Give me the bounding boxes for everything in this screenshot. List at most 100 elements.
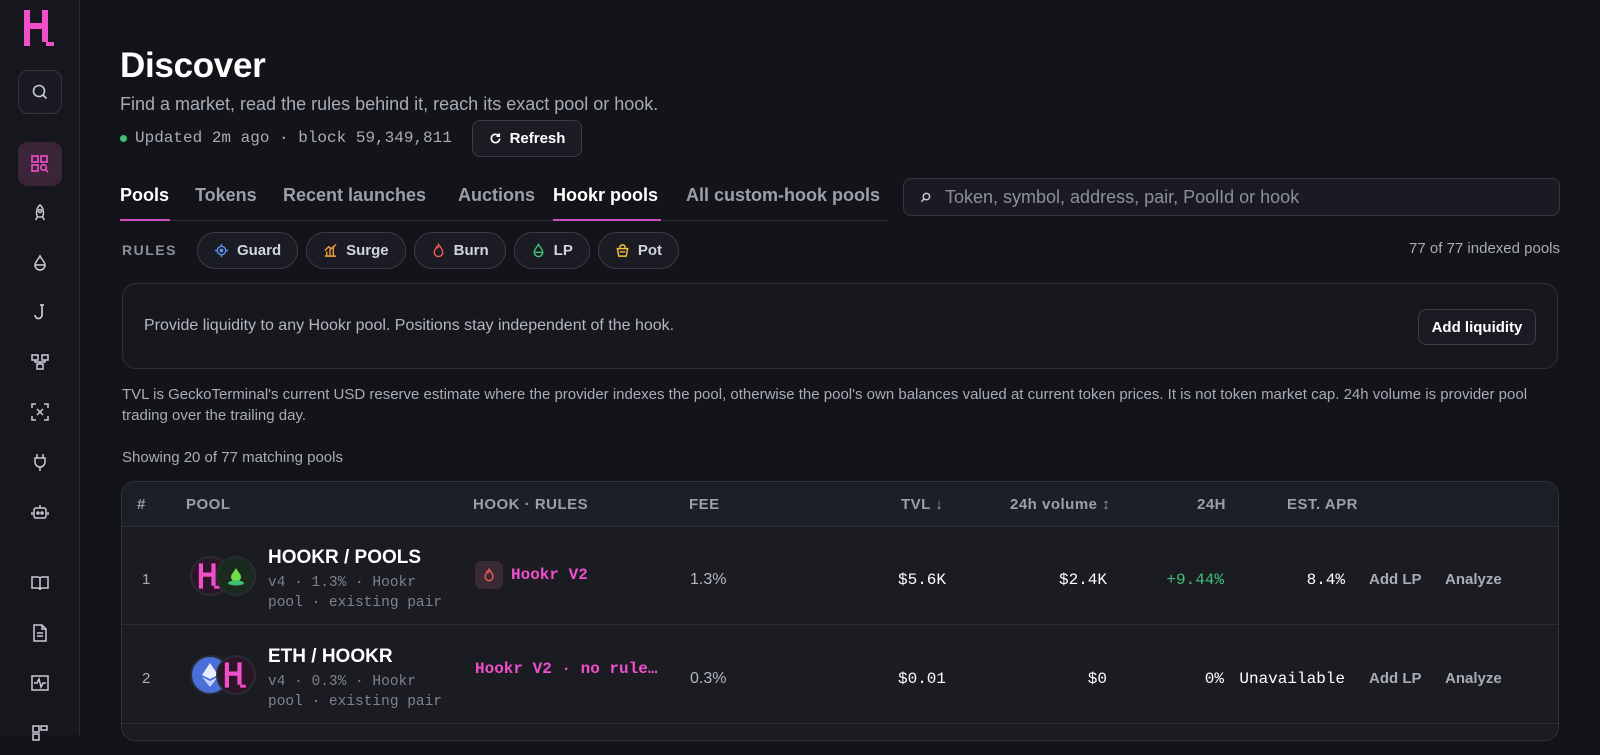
hook-link[interactable]: Hookr V2 · no rule… bbox=[475, 660, 657, 678]
add-lp-button[interactable]: Add LP bbox=[1369, 670, 1422, 687]
add-liquidity-button[interactable]: Add liquidity bbox=[1418, 309, 1536, 345]
refresh-icon bbox=[490, 133, 501, 144]
pool-meta: v4 · 1.3% · Hookr pool · existing pair bbox=[268, 575, 443, 611]
update-status: Updated 2m ago · block 59,349,811 bbox=[120, 129, 452, 147]
search-input[interactable] bbox=[945, 186, 1535, 208]
search-icon[interactable] bbox=[18, 70, 62, 114]
col-tvl-sort[interactable]: TVL ↓ bbox=[901, 496, 944, 513]
refresh-label: Refresh bbox=[509, 130, 566, 147]
drop-icon[interactable] bbox=[18, 241, 62, 285]
robot-icon[interactable] bbox=[18, 490, 62, 534]
pool-volume: $0 bbox=[1087, 670, 1107, 688]
table-row[interactable]: 2 ETH / HOOKR v4 · 0.3% · Hookr pool · e… bbox=[122, 626, 1558, 724]
tabs-divider bbox=[120, 220, 888, 221]
pool-pair[interactable]: ETH / HOOKR bbox=[268, 646, 393, 667]
scan-icon[interactable] bbox=[18, 390, 62, 434]
col-pool: POOL bbox=[186, 496, 231, 513]
document-icon[interactable] bbox=[18, 611, 62, 655]
pools-token-icon bbox=[216, 556, 256, 596]
flame-icon bbox=[475, 561, 503, 589]
hookr-token-icon bbox=[216, 655, 256, 695]
row-number: 1 bbox=[142, 571, 151, 588]
dashboard-icon[interactable] bbox=[18, 711, 62, 755]
surge-icon bbox=[324, 243, 337, 257]
rule-chip-burn[interactable]: Burn bbox=[413, 231, 506, 269]
col-apr: EST. APR bbox=[1287, 496, 1358, 513]
col-fee: FEE bbox=[689, 496, 720, 513]
tab-recent-launches[interactable]: Recent launches bbox=[283, 185, 427, 205]
discover-icon[interactable] bbox=[18, 142, 62, 186]
pair-avatars bbox=[190, 556, 256, 598]
pool-meta: v4 · 0.3% · Hookr pool · existing pair bbox=[268, 674, 443, 710]
hook-name: Hookr V2 · no rule… bbox=[475, 660, 658, 678]
pools-table: # POOL HOOK · RULES FEE TVL ↓ 24h volume… bbox=[121, 481, 1559, 741]
page-subtitle: Find a market, read the rules behind it,… bbox=[120, 94, 659, 114]
pool-count: 77 of 77 indexed pools bbox=[1409, 240, 1560, 257]
page-title: Discover bbox=[120, 46, 266, 85]
rule-chip-label: Surge bbox=[346, 241, 389, 259]
hookr-logo[interactable] bbox=[22, 8, 58, 48]
update-text: Updated 2m ago · block 59,349,811 bbox=[135, 129, 452, 147]
tab-auctions[interactable]: Auctions bbox=[458, 185, 536, 205]
pool-fee: 1.3% bbox=[690, 571, 727, 588]
rule-chip-surge[interactable]: Surge bbox=[306, 231, 406, 269]
pool-pair[interactable]: HOOKR / POOLS bbox=[268, 547, 422, 568]
rule-chip-label: Guard bbox=[236, 241, 282, 259]
pool-apr: 8.4% bbox=[1306, 571, 1345, 589]
tab-pools-underline bbox=[120, 219, 170, 221]
plug-icon[interactable] bbox=[18, 440, 62, 484]
rocket-icon[interactable] bbox=[18, 191, 62, 235]
sidebar bbox=[0, 0, 80, 741]
rules-label: RULES bbox=[122, 242, 177, 258]
hierarchy-icon[interactable] bbox=[18, 340, 62, 384]
tab-tokens[interactable]: Tokens bbox=[195, 185, 257, 205]
hook-icon[interactable] bbox=[18, 290, 62, 334]
tab-hookr-pools-underline bbox=[553, 219, 661, 221]
refresh-button[interactable]: Refresh bbox=[472, 120, 582, 157]
liquidity-banner: Provide liquidity to any Hookr pool. Pos… bbox=[122, 283, 1558, 369]
tab-bar: Pools Tokens Recent launches Auctions Ho… bbox=[120, 178, 888, 222]
activity-icon[interactable] bbox=[18, 661, 62, 705]
analyze-button[interactable]: Analyze bbox=[1445, 571, 1502, 588]
status-dot bbox=[120, 134, 127, 142]
book-icon[interactable] bbox=[18, 561, 62, 605]
rule-chip-label: Burn bbox=[453, 241, 489, 259]
col-hook: HOOK · RULES bbox=[473, 496, 589, 513]
rule-chip-guard[interactable]: Guard bbox=[196, 231, 299, 269]
rule-chip-label: LP bbox=[553, 241, 573, 259]
pool-change: 0% bbox=[1204, 670, 1224, 688]
search-bar[interactable] bbox=[903, 178, 1560, 216]
search-icon bbox=[920, 192, 931, 202]
pool-fee: 0.3% bbox=[690, 670, 727, 687]
row-number: 2 bbox=[142, 670, 151, 687]
guard-icon bbox=[214, 243, 229, 257]
tab-hookr-pools[interactable]: Hookr pools bbox=[553, 185, 659, 205]
tab-all-custom-hook-pools[interactable]: All custom-hook pools bbox=[686, 185, 881, 205]
pool-tvl: $0.01 bbox=[897, 670, 946, 688]
table-header: # POOL HOOK · RULES FEE TVL ↓ 24h volume… bbox=[122, 482, 1558, 527]
pool-tvl: $5.6K bbox=[897, 571, 946, 589]
rule-chip-lp[interactable]: LP bbox=[513, 231, 590, 269]
tab-pools[interactable]: Pools bbox=[120, 185, 170, 205]
main-content: Discover Find a market, read the rules b… bbox=[120, 0, 1560, 741]
pool-change: +9.44% bbox=[1166, 571, 1224, 589]
analyze-button[interactable]: Analyze bbox=[1445, 670, 1502, 687]
rules-filter: RULES Guard Surge Burn LP Pot bbox=[122, 231, 679, 269]
col-num: # bbox=[137, 496, 146, 513]
hook-name: Hookr V2 bbox=[511, 566, 588, 584]
col-change: 24H bbox=[1197, 496, 1227, 513]
hook-link[interactable]: Hookr V2 bbox=[475, 561, 588, 589]
add-lp-button[interactable]: Add LP bbox=[1369, 571, 1422, 588]
pool-volume: $2.4K bbox=[1058, 571, 1107, 589]
showing-count: Showing 20 of 77 matching pools bbox=[122, 449, 343, 466]
pair-avatars bbox=[190, 655, 256, 697]
col-volume-sort[interactable]: 24h volume ↕ bbox=[1010, 496, 1111, 513]
banner-text: Provide liquidity to any Hookr pool. Pos… bbox=[144, 317, 675, 334]
rule-chip-pot[interactable]: Pot bbox=[597, 231, 679, 269]
flame-icon bbox=[433, 242, 444, 257]
rule-chip-label: Pot bbox=[637, 241, 662, 259]
drop-icon bbox=[533, 242, 544, 257]
pool-apr: Unavailable bbox=[1239, 670, 1345, 688]
tvl-note: TVL is GeckoTerminal's current USD reser… bbox=[122, 386, 1528, 424]
table-row[interactable]: 1 HOOKR / POOLS v4 · 1.3% · Hookr pool ·… bbox=[122, 527, 1558, 625]
